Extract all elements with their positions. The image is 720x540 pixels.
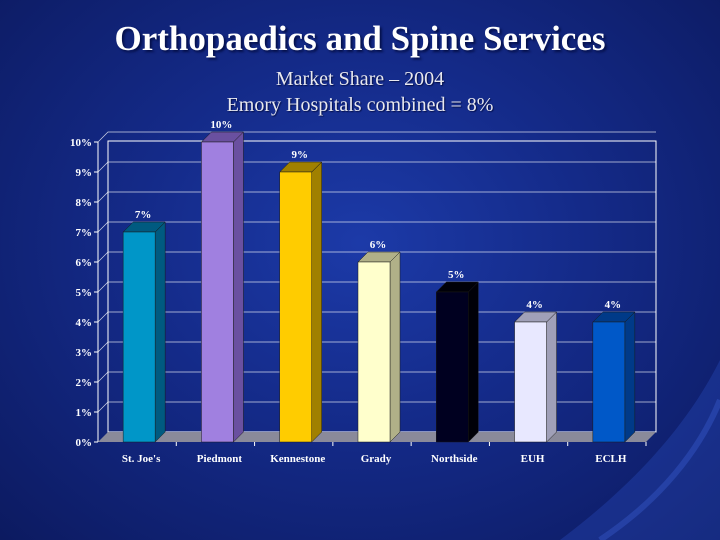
category-label-4: Northside	[431, 453, 478, 465]
category-label-6: ECLH	[595, 453, 627, 465]
subtitle-line-2: Emory Hospitals combined = 8%	[226, 94, 494, 116]
data-label-1: 10%	[210, 119, 232, 131]
y-tick-label: 5%	[76, 287, 93, 299]
y-tick-label: 3%	[76, 347, 93, 359]
category-label-0: St. Joe's	[122, 453, 161, 465]
bar-side-3	[389, 251, 401, 443]
category-label-1: Piedmont	[197, 453, 243, 465]
gridline	[97, 191, 656, 203]
y-tick-label: 10%	[70, 137, 92, 149]
bar-0	[122, 231, 156, 443]
y-tick-label: 9%	[76, 167, 93, 179]
slide-title: Orthopaedics and Spine Services	[114, 19, 606, 58]
data-label-2: 9%	[291, 149, 308, 161]
gridline	[97, 251, 656, 263]
slide-subtitle: Market Share – 2004 Emory Hospitals comb…	[0, 66, 720, 118]
y-tick-label: 7%	[76, 227, 93, 239]
category-label-2: Kennestone	[270, 453, 325, 465]
data-label-4: 5%	[448, 269, 465, 281]
data-label-5: 4%	[526, 299, 543, 311]
gridline	[97, 221, 656, 233]
category-label-3: Grady	[361, 453, 392, 465]
y-tick-label: 2%	[76, 377, 93, 389]
y-tick-label: 4%	[76, 317, 93, 329]
bar-side-5	[546, 311, 557, 443]
labels: 7% St. Joe's 10% Piedmont 9% Kennestone 6% Grad…	[122, 119, 627, 465]
y-tick-label: 8%	[76, 197, 93, 209]
bars	[122, 131, 636, 443]
data-label-6: 4%	[605, 299, 622, 311]
bar-side-6	[624, 311, 636, 443]
subtitle-line-1: Market Share – 2004	[275, 68, 445, 90]
data-label-0: 7%	[135, 209, 152, 221]
bar-side-0	[154, 221, 166, 443]
gridline	[97, 161, 656, 173]
gridline	[97, 131, 656, 143]
y-tick-label: 6%	[76, 257, 93, 269]
category-label-5: EUH	[521, 453, 545, 465]
bar-3	[357, 261, 391, 443]
bar-4	[436, 291, 469, 443]
y-tick-label: 0%	[76, 437, 93, 449]
bar-5	[514, 321, 547, 443]
bar-side-4	[468, 281, 479, 443]
bar-side-1	[233, 131, 244, 443]
bar-2	[279, 171, 312, 443]
bar-side-2	[311, 161, 322, 443]
data-label-3: 6%	[370, 239, 387, 251]
bar-1	[201, 141, 234, 443]
y-tick-label: 1%	[76, 407, 93, 419]
bar-6	[592, 321, 626, 443]
